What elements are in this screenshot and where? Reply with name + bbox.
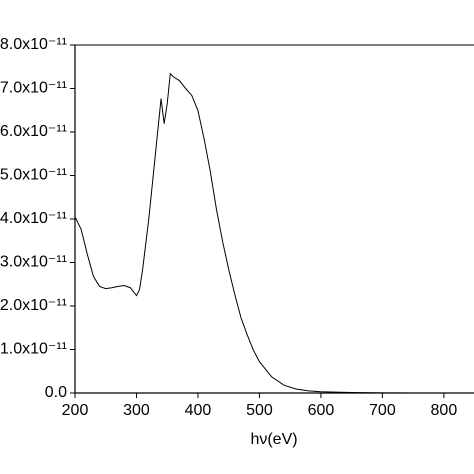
y-tick-label: 6.0x10⁻¹¹ (0, 123, 67, 140)
x-tick-label: 500 (246, 402, 273, 419)
x-tick-label: 200 (62, 402, 89, 419)
y-tick-label: 2.0x10⁻¹¹ (0, 297, 67, 314)
x-tick-label: 700 (369, 402, 396, 419)
y-tick-label: 0.0 (45, 384, 67, 401)
y-tick-label: 8.0x10⁻¹¹ (0, 36, 67, 53)
y-tick-label: 4.0x10⁻¹¹ (0, 210, 67, 227)
x-tick-label: 600 (308, 402, 335, 419)
y-tick-label: 1.0x10⁻¹¹ (0, 341, 67, 358)
data-line (74, 72, 474, 394)
x-tick-label: 300 (123, 402, 150, 419)
y-tick-label: 7.0x10⁻¹¹ (0, 80, 67, 97)
x-tick-label: 800 (431, 402, 458, 419)
x-axis-label: hν(eV) (250, 431, 297, 448)
y-tick-label: 5.0x10⁻¹¹ (0, 167, 67, 184)
y-tick-label: 3.0x10⁻¹¹ (0, 254, 67, 271)
x-tick-label: 400 (185, 402, 212, 419)
